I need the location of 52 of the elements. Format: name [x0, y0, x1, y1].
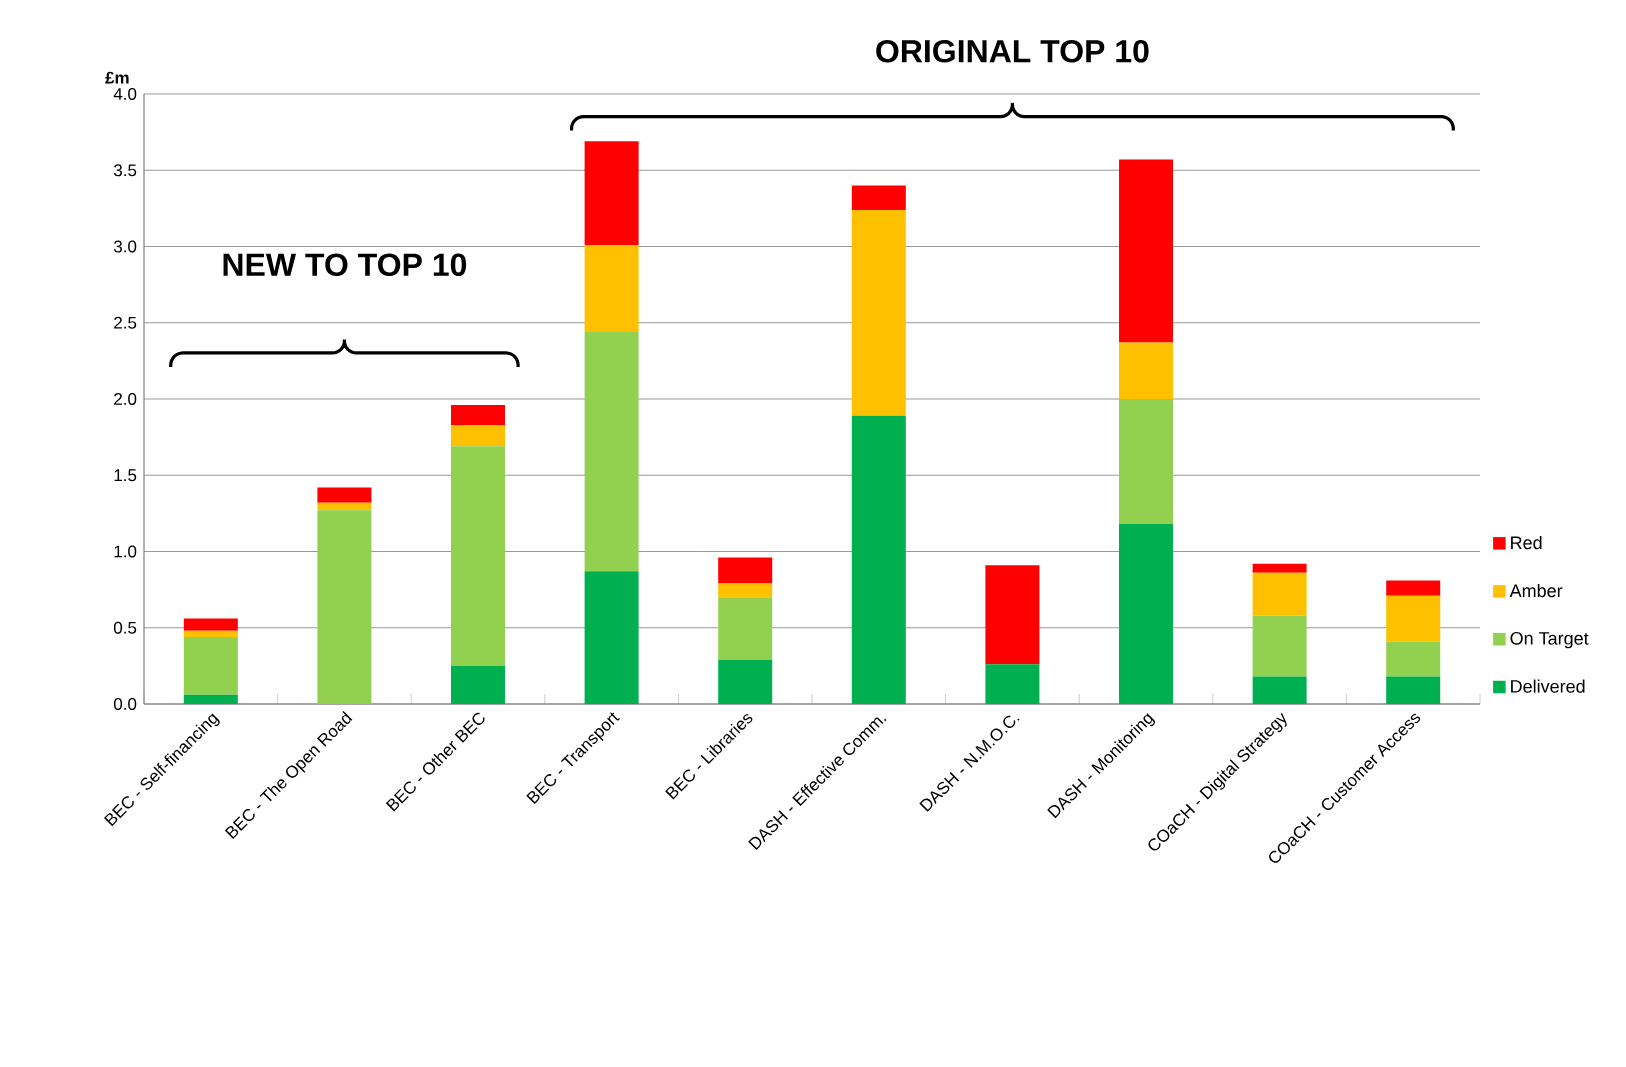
bar [1252, 615, 1307, 677]
legend-label: Red [1511, 535, 1542, 550]
y-tick-label: 0.0 [113, 697, 137, 711]
bar [183, 636, 238, 695]
bar [851, 415, 906, 704]
bar [1119, 524, 1174, 704]
bar [1119, 399, 1174, 525]
bar [985, 664, 1040, 704]
bar [183, 694, 238, 704]
bar [183, 618, 238, 631]
bar [851, 185, 906, 210]
bar [1252, 676, 1307, 704]
bar [451, 665, 506, 704]
text: ORIGINAL TOP 10 [876, 39, 1149, 63]
bar [851, 209, 906, 416]
bar [451, 446, 506, 666]
bar [1252, 563, 1307, 573]
bar [718, 597, 773, 660]
bar [1252, 572, 1307, 616]
bar [985, 565, 1040, 665]
y-tick-label: 3.0 [113, 240, 137, 253]
bar [1119, 159, 1174, 343]
bar [718, 557, 773, 584]
legend-label: Delivered [1511, 679, 1585, 693]
bar [451, 424, 506, 447]
y-tick-label: 1.5 [114, 469, 137, 482]
bar [718, 659, 773, 704]
bar [317, 502, 372, 511]
bar [584, 571, 639, 704]
bar [584, 331, 639, 572]
bar [451, 405, 506, 425]
annotation: NEW TO TOP 10 [223, 253, 467, 277]
bar [1386, 641, 1441, 677]
bar [317, 487, 372, 503]
y-tick-label: 2.5 [114, 316, 137, 329]
bar [1386, 595, 1441, 642]
y-tick-label: 3.5 [113, 164, 137, 177]
y-axis-title: £m [105, 71, 129, 84]
bar [1386, 580, 1441, 596]
bar [317, 510, 372, 704]
legend-label: On Target [1510, 631, 1589, 649]
y-tick-label: 2.0 [114, 392, 137, 406]
bar [1119, 342, 1174, 399]
bar [584, 244, 639, 332]
bar [1386, 676, 1441, 704]
legend-label: Amber [1509, 583, 1563, 598]
bar [718, 583, 773, 598]
y-tick-label: 0.5 [113, 621, 137, 634]
y-tick-label: 1.0 [114, 545, 137, 558]
bar [183, 630, 238, 637]
y-tick-label: 4.0 [113, 87, 137, 101]
bar [584, 141, 639, 245]
